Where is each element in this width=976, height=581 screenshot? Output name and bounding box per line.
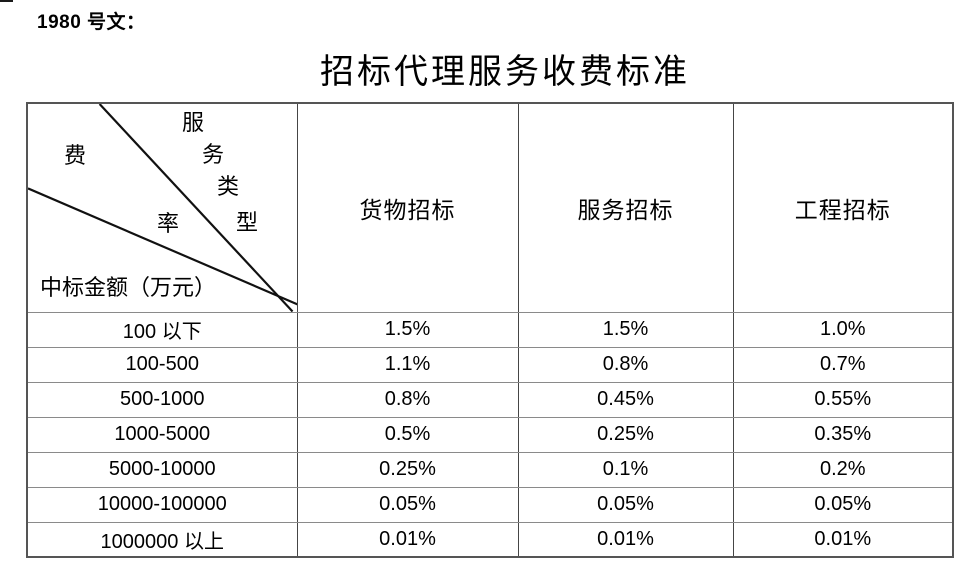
- header-row: 服 务 类 型 费 率 中标金额（万元） 货物招标 服务招标 工程招标: [26, 102, 954, 313]
- service-type-char-3: 类: [217, 174, 240, 199]
- service-type-char-4: 型: [236, 210, 259, 235]
- goods-rate-cell: 0.5%: [296, 416, 519, 453]
- goods-rate-cell: 0.05%: [296, 486, 519, 523]
- goods-rate-cell: 1.5%: [296, 311, 519, 348]
- works-rate-cell: 0.35%: [732, 416, 954, 453]
- amount-range-cell: 500-1000: [26, 381, 298, 418]
- goods-rate-cell: 0.25%: [296, 451, 519, 488]
- column-header-services: 服务招标: [517, 102, 734, 313]
- table-row: 500-1000 0.8% 0.45% 0.55%: [26, 381, 954, 418]
- fee-table: 服 务 类 型 费 率 中标金额（万元） 货物招标 服务招标 工程招标 100 …: [26, 102, 954, 558]
- services-rate-cell: 0.05%: [517, 486, 734, 523]
- table-row: 100-500 1.1% 0.8% 0.7%: [26, 346, 954, 383]
- services-rate-cell: 0.8%: [517, 346, 734, 383]
- goods-rate-cell: 1.1%: [296, 346, 519, 383]
- services-rate-cell: 0.45%: [517, 381, 734, 418]
- goods-rate-cell: 0.01%: [296, 521, 519, 558]
- amount-range-cell: 1000000 以上: [26, 521, 298, 558]
- diagonal-divider-lines: [28, 104, 296, 311]
- table-row: 10000-100000 0.05% 0.05% 0.05%: [26, 486, 954, 523]
- services-rate-cell: 0.01%: [517, 521, 734, 558]
- table-row: 1000-5000 0.5% 0.25% 0.35%: [26, 416, 954, 453]
- column-header-works: 工程招标: [732, 102, 954, 313]
- amount-header-label: 中标金额（万元）: [40, 275, 217, 300]
- works-rate-cell: 1.0%: [732, 311, 954, 348]
- works-rate-cell: 0.01%: [732, 521, 954, 558]
- amount-range-cell: 1000-5000: [26, 416, 298, 453]
- table-row: 1000000 以上 0.01% 0.01% 0.01%: [26, 521, 954, 558]
- table-row: 5000-10000 0.25% 0.1% 0.2%: [26, 451, 954, 488]
- works-rate-cell: 0.2%: [732, 451, 954, 488]
- fee-rate-char-2: 率: [157, 211, 180, 236]
- doc-number-label: 1980 号文：: [37, 12, 146, 33]
- works-rate-cell: 0.05%: [732, 486, 954, 523]
- works-rate-cell: 0.55%: [732, 381, 954, 418]
- services-rate-cell: 0.25%: [517, 416, 734, 453]
- fee-rate-char-1: 费: [64, 143, 87, 168]
- service-type-char-2: 务: [202, 142, 225, 167]
- works-rate-cell: 0.7%: [732, 346, 954, 383]
- column-header-goods: 货物招标: [296, 102, 519, 313]
- amount-range-cell: 5000-10000: [26, 451, 298, 488]
- page-title: 招标代理服务收费标准: [320, 54, 690, 91]
- amount-range-cell: 10000-100000: [26, 486, 298, 523]
- service-type-char-1: 服: [182, 110, 205, 135]
- amount-range-cell: 100-500: [26, 346, 298, 383]
- corner-header-cell: 服 务 类 型 费 率 中标金额（万元）: [26, 102, 298, 313]
- services-rate-cell: 1.5%: [517, 311, 734, 348]
- services-rate-cell: 0.1%: [517, 451, 734, 488]
- amount-range-cell: 100 以下: [26, 311, 298, 348]
- table-row: 100 以下 1.5% 1.5% 1.0%: [26, 311, 954, 348]
- scan-edge-artifact: [0, 0, 13, 2]
- goods-rate-cell: 0.8%: [296, 381, 519, 418]
